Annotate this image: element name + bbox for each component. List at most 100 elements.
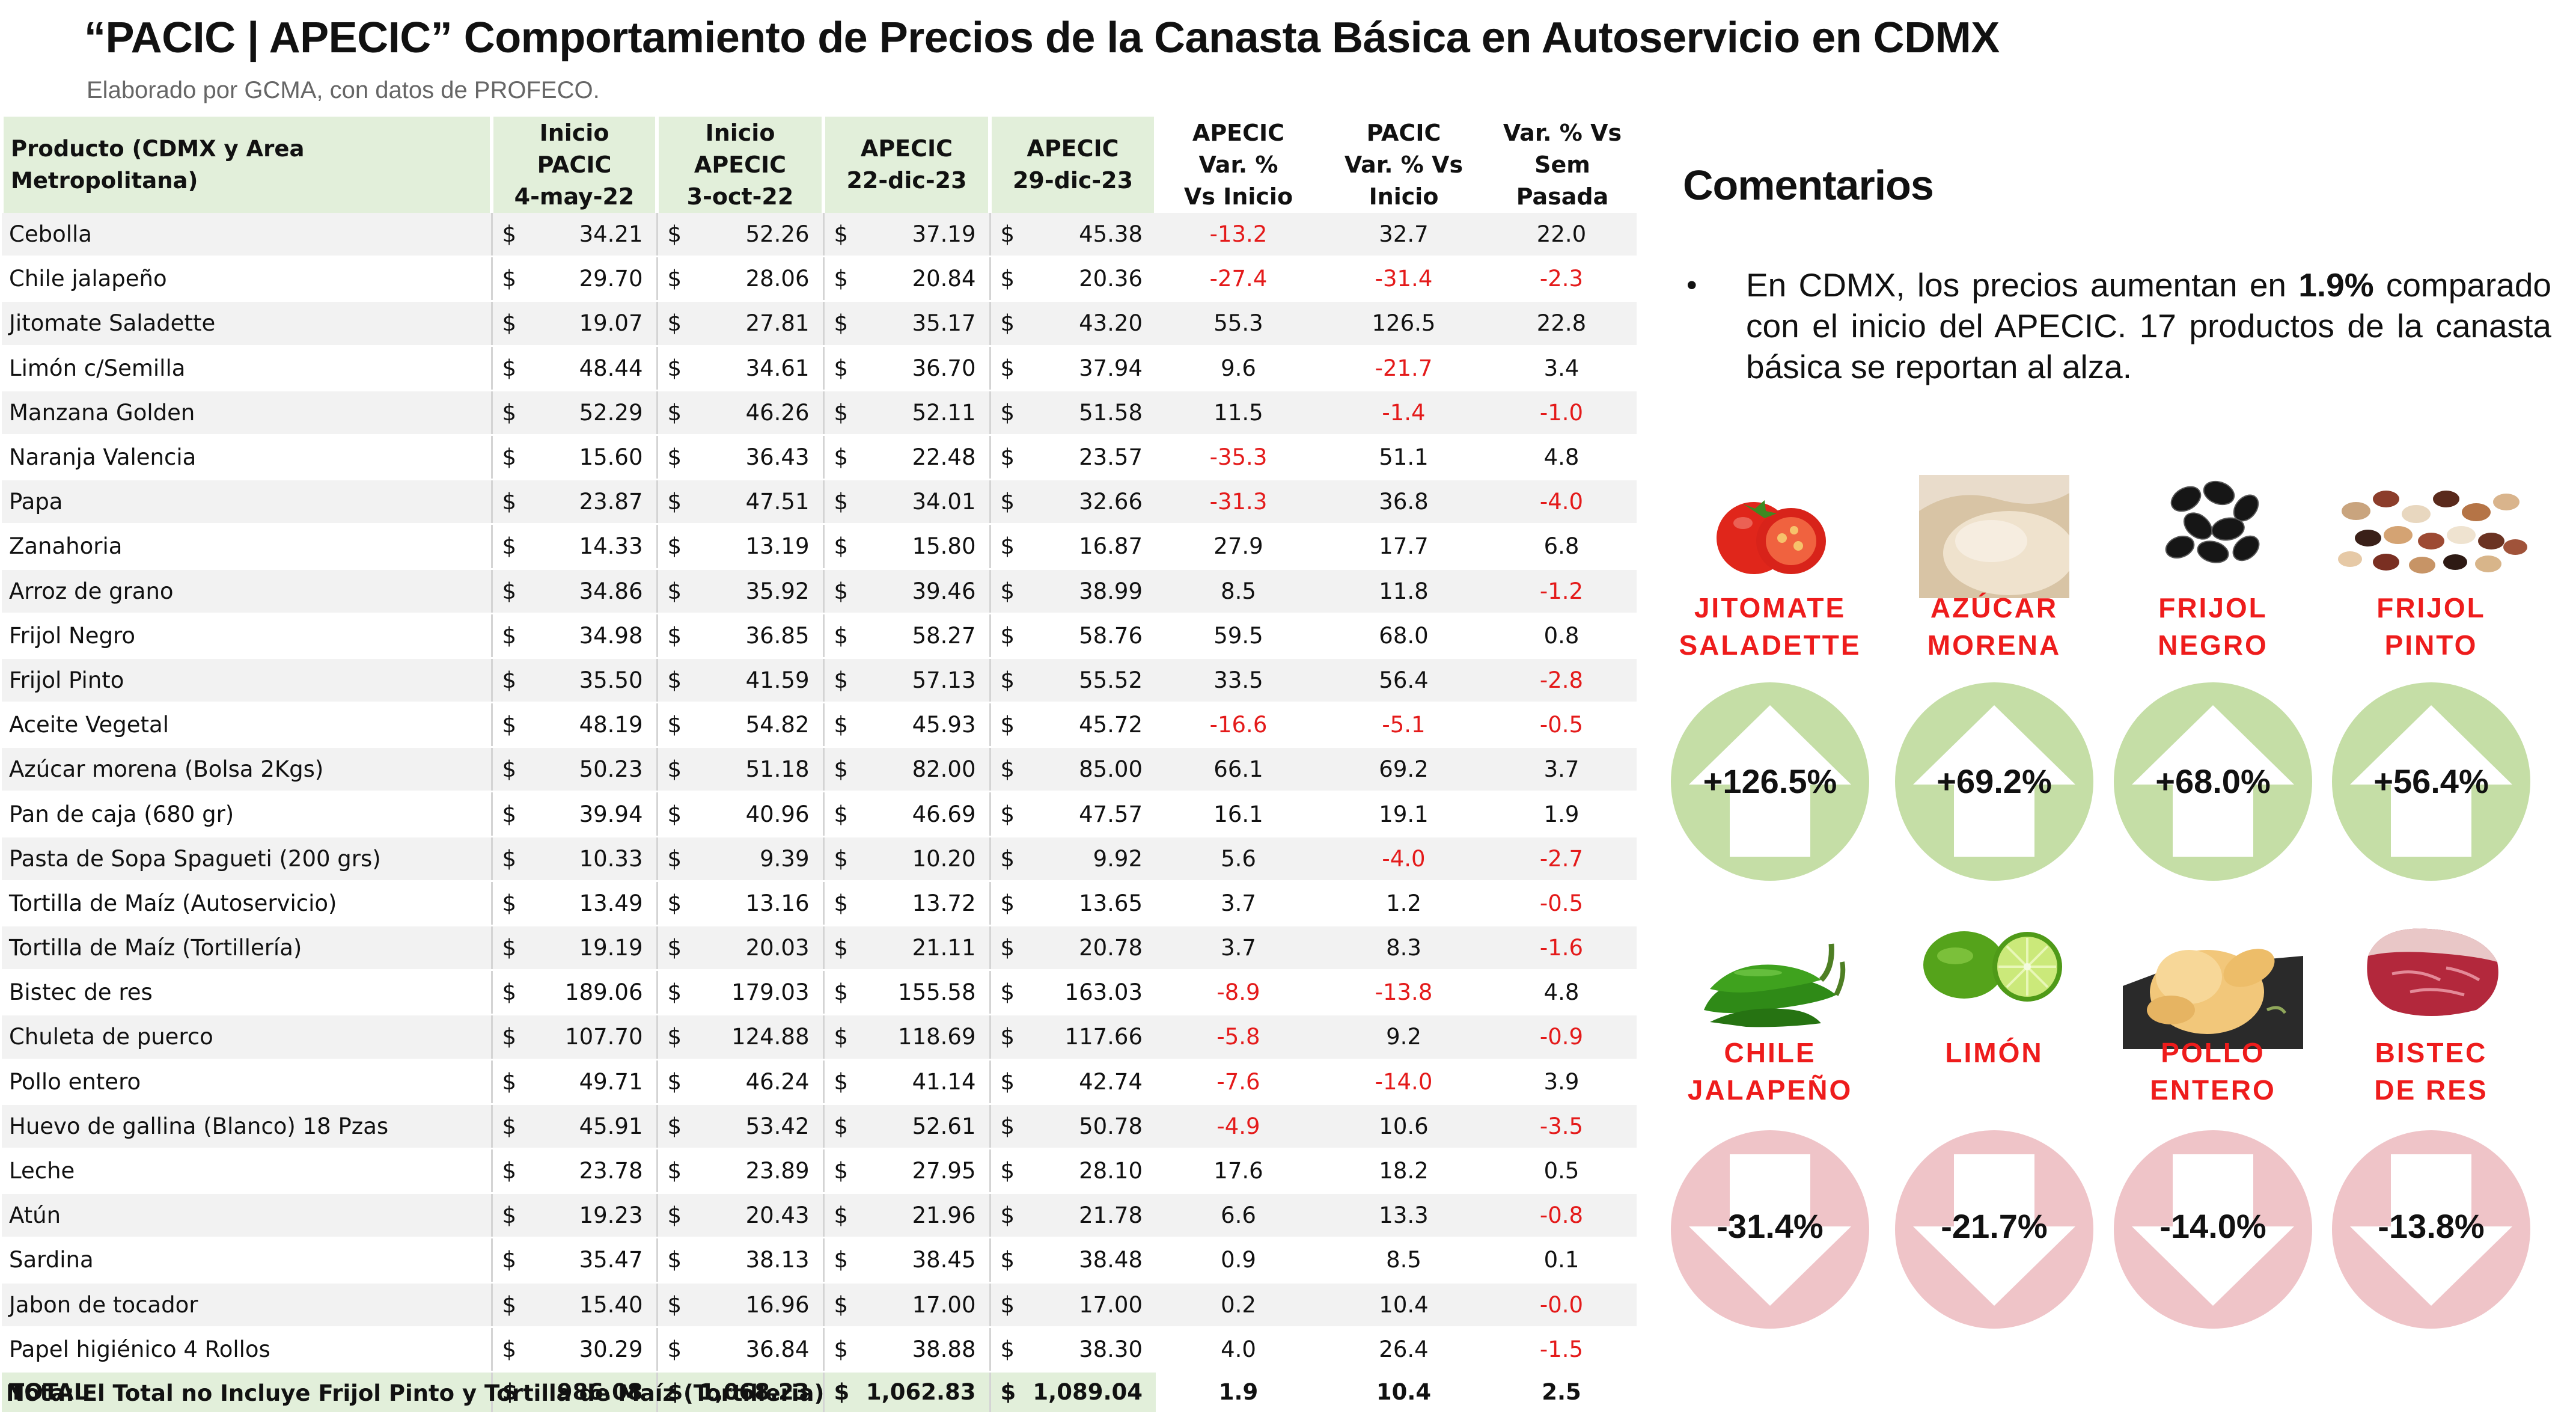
var-pacic: 1.2: [1321, 881, 1486, 927]
price-inicio-apecic: $124.88: [656, 1014, 823, 1060]
currency-symbol: $: [1000, 1113, 1015, 1139]
var-pacic: 18.2: [1321, 1148, 1486, 1195]
price-apecic-29dic: $17.00: [989, 1282, 1156, 1328]
product-label: FRIJOL PINTO: [2376, 592, 2486, 661]
price-inicio-pacic: $39.94: [490, 791, 657, 837]
price-amount: 29.70: [579, 266, 643, 292]
money-value: $52.11: [825, 400, 989, 426]
var-semana: 0.5: [1486, 1148, 1637, 1195]
price-amount: 163.03: [1064, 979, 1143, 1006]
page-subtitle: Elaborado por GCMA, con datos de PROFECO…: [87, 77, 600, 103]
price-inicio-pacic: $48.19: [490, 702, 657, 748]
price-inicio-apecic: $54.82: [656, 702, 823, 748]
price-apecic-29dic: $32.66: [989, 479, 1156, 525]
price-apecic-29dic: $9.92: [989, 836, 1156, 882]
money-value: $45.93: [825, 712, 989, 738]
price-amount: 35.50: [579, 667, 643, 693]
price-apecic-22dic: $57.13: [822, 658, 990, 704]
currency-symbol: $: [834, 310, 849, 337]
jalapeno-icon: [1692, 920, 1848, 1037]
price-inicio-apecic: $52.26: [656, 213, 823, 258]
price-amount: 34.01: [912, 489, 976, 515]
price-amount: 124.88: [731, 1024, 810, 1050]
price-apecic-22dic: $21.11: [822, 925, 990, 972]
currency-symbol: $: [1000, 489, 1015, 515]
currency-symbol: $: [667, 1024, 682, 1050]
money-value: $45.38: [991, 221, 1156, 247]
var-apecic: 3.7: [1156, 881, 1321, 927]
var-apecic: 16.1: [1156, 791, 1321, 837]
money-value: $41.59: [658, 667, 823, 693]
var-apecic: 3.7: [1156, 925, 1321, 972]
price-apecic-29dic: $58.76: [989, 613, 1156, 659]
var-pacic: -13.8: [1321, 970, 1486, 1016]
var-apecic: 66.1: [1156, 747, 1321, 793]
var-apecic: -8.9: [1156, 970, 1321, 1016]
var-pacic: 69.2: [1321, 747, 1486, 793]
currency-symbol: $: [502, 444, 517, 471]
currency-symbol: $: [834, 756, 849, 783]
money-value: $38.45: [825, 1247, 989, 1273]
percent-change: -31.4%: [1717, 1207, 1824, 1245]
money-value: $38.30: [991, 1336, 1156, 1362]
var-semana: -2.8: [1486, 658, 1637, 704]
price-amount: 34.21: [579, 221, 643, 248]
product-label: LIMÓN: [1945, 1037, 2043, 1068]
currency-symbol: $: [834, 221, 849, 248]
price-apecic-29dic: $1,089.04: [989, 1371, 1156, 1414]
money-value: $189.06: [493, 979, 656, 1005]
currency-symbol: $: [834, 1291, 849, 1318]
currency-symbol: $: [1000, 622, 1015, 649]
var-semana: -2.7: [1486, 836, 1637, 882]
currency-symbol: $: [1000, 221, 1015, 248]
arrow-up-icon: [1895, 682, 2093, 881]
price-amount: 28.10: [1079, 1158, 1143, 1184]
money-value: $55.52: [991, 667, 1156, 693]
money-value: $41.14: [825, 1069, 989, 1095]
header-apecic-22dic: APECIC 22-dic-23: [822, 117, 990, 213]
currency-symbol: $: [667, 667, 682, 693]
var-semana: 3.7: [1486, 747, 1637, 793]
price-amount: 19.07: [579, 310, 643, 337]
price-amount: 45.93: [912, 712, 976, 738]
currency-symbol: $: [834, 1379, 850, 1406]
price-amount: 34.61: [745, 355, 810, 381]
currency-symbol: $: [502, 266, 517, 292]
table-row: Pan de caja (680 gr) $39.94 $40.96 $46.69 $4…: [2, 791, 1637, 837]
money-value: $21.78: [991, 1202, 1156, 1228]
price-apecic-22dic: $37.19: [822, 213, 990, 258]
price-inicio-pacic: $14.33: [490, 524, 657, 570]
currency-symbol: $: [834, 1024, 849, 1050]
price-amount: 14.33: [579, 533, 643, 560]
var-pacic: 9.2: [1321, 1014, 1486, 1060]
currency-symbol: $: [502, 935, 517, 961]
money-value: $118.69: [825, 1024, 989, 1050]
currency-symbol: $: [667, 1379, 683, 1406]
money-value: $48.44: [493, 355, 656, 381]
price-amount: 19.23: [579, 1202, 643, 1229]
money-value: $986.08: [493, 1379, 656, 1405]
var-semana: -4.0: [1486, 479, 1637, 525]
price-inicio-apecic: $35.92: [656, 569, 823, 614]
currency-symbol: $: [1000, 756, 1015, 783]
currency-symbol: $: [502, 1068, 517, 1095]
percent-change: +68.0%: [2155, 762, 2271, 800]
money-value: $15.40: [493, 1292, 656, 1318]
money-value: $58.27: [825, 623, 989, 649]
currency-symbol: $: [1000, 1336, 1015, 1362]
table-row: Frijol Pinto $35.50 $41.59 $57.13 $55.52 33.5…: [2, 658, 1637, 704]
var-apecic: -13.2: [1156, 213, 1321, 258]
product-name: TOTAL: [2, 1371, 492, 1414]
money-value: $16.87: [991, 533, 1156, 559]
price-inicio-pacic: $52.29: [490, 390, 657, 436]
price-inicio-pacic: $49.71: [490, 1059, 657, 1105]
currency-symbol: $: [1000, 1158, 1015, 1184]
price-amount: 39.46: [912, 578, 976, 604]
price-inicio-pacic: $10.33: [490, 836, 657, 882]
money-value: $28.06: [658, 266, 823, 292]
price-amount: 15.80: [912, 533, 976, 560]
price-inicio-apecic: $47.51: [656, 479, 823, 525]
currency-symbol: $: [667, 1068, 682, 1095]
currency-symbol: $: [834, 533, 849, 560]
price-amount: 45.72: [1079, 712, 1143, 738]
